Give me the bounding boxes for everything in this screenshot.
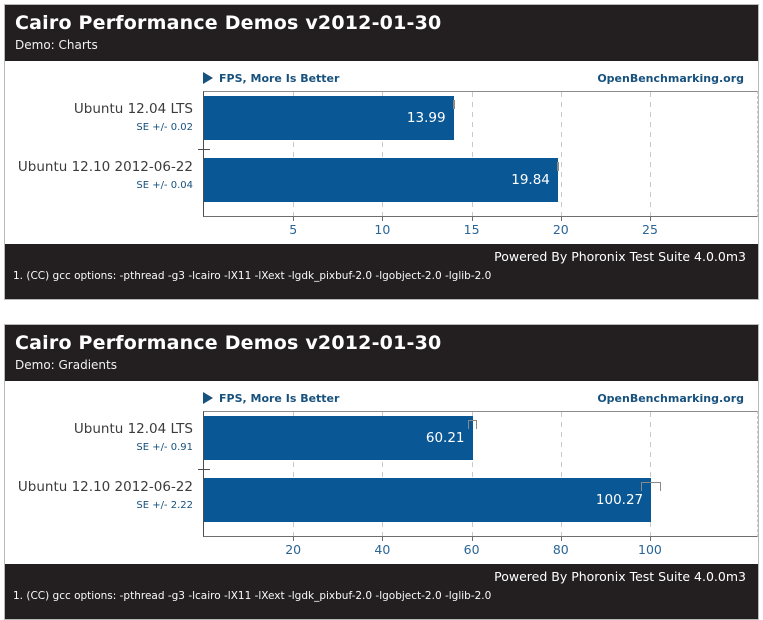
- meta-row: FPS, More Is Better OpenBenchmarking.org: [203, 67, 758, 89]
- standard-error-label: SE +/- 0.02: [136, 122, 193, 133]
- x-tick-mark: [293, 217, 295, 221]
- category-label: Ubuntu 12.10 2012-06-22: [17, 159, 193, 175]
- x-tick-label: 20: [285, 542, 302, 557]
- error-whisker: [468, 420, 477, 429]
- bar-row: 60.21: [204, 416, 757, 474]
- gridline: [649, 92, 651, 216]
- chart-footer: Powered By Phoronix Test Suite 4.0.0m3 1…: [5, 564, 758, 619]
- row-label: Ubuntu 12.04 LTS SE +/- 0.02: [5, 91, 203, 149]
- bar-value-label: 60.21: [425, 430, 465, 446]
- y-axis-tick: [198, 469, 210, 470]
- openbenchmarking-link[interactable]: OpenBenchmarking.org: [597, 391, 744, 405]
- chart-header: Cairo Performance Demos v2012-01-30 Demo…: [5, 5, 758, 61]
- standard-error-label: SE +/- 0.91: [136, 442, 193, 453]
- gridline: [471, 92, 473, 216]
- gridline: [382, 92, 384, 216]
- plot-wrap: Ubuntu 12.04 LTS SE +/- 0.02 Ubuntu 12.10 …: [5, 91, 758, 217]
- labels-column: Ubuntu 12.04 LTS SE +/- 0.02 Ubuntu 12.10 …: [5, 91, 203, 217]
- plot-area: 13.99 19.84: [198, 91, 758, 217]
- error-whisker: [557, 162, 560, 171]
- result-bar: 60.21: [204, 416, 473, 460]
- x-tick-label: 40: [374, 542, 391, 557]
- result-scale-label: FPS, More Is Better: [203, 72, 339, 85]
- x-tick-label: 60: [463, 542, 480, 557]
- bar-row: 13.99: [204, 96, 757, 154]
- footnote: 1. (CC) gcc options: -pthread -g3 -lcair…: [13, 270, 492, 282]
- benchmark-chart-charts: Cairo Performance Demos v2012-01-30 Demo…: [4, 4, 759, 300]
- x-tick-mark: [471, 537, 473, 541]
- result-bar: 19.84: [204, 158, 558, 202]
- chart-subtitle: Demo: Charts: [15, 38, 98, 52]
- chart-header: Cairo Performance Demos v2012-01-30 Demo…: [5, 325, 758, 381]
- gridline: [560, 412, 562, 536]
- x-tick-mark: [382, 217, 384, 221]
- gridline: [649, 412, 651, 536]
- powered-by-label: Powered By Phoronix Test Suite 4.0.0m3: [494, 249, 746, 264]
- result-bar: 100.27: [204, 478, 652, 522]
- gridline: [471, 412, 473, 536]
- plot-wrap: Ubuntu 12.04 LTS SE +/- 0.91 Ubuntu 12.10 …: [5, 411, 758, 537]
- x-tick-label: 10: [374, 222, 391, 237]
- category-label: Ubuntu 12.04 LTS: [73, 421, 193, 437]
- x-tick-mark: [560, 537, 562, 541]
- x-tick-label: 20: [552, 222, 569, 237]
- footnote: 1. (CC) gcc options: -pthread -g3 -lcair…: [13, 590, 492, 602]
- y-axis-tick: [198, 149, 210, 150]
- bar-value-label: 100.27: [595, 492, 644, 508]
- x-axis: 5 10 15 20 25: [204, 217, 757, 244]
- chart-subtitle: Demo: Gradients: [15, 358, 117, 372]
- x-axis: 20 40 60 80 100: [204, 537, 757, 564]
- row-label: Ubuntu 12.10 2012-06-22 SE +/- 0.04: [5, 149, 203, 207]
- standard-error-label: SE +/- 2.22: [136, 500, 193, 511]
- result-scale-text: FPS, More Is Better: [219, 71, 340, 85]
- gridline: [293, 92, 295, 216]
- chart-footer: Powered By Phoronix Test Suite 4.0.0m3 1…: [5, 244, 758, 299]
- result-scale-text: FPS, More Is Better: [219, 391, 340, 405]
- chart-body: FPS, More Is Better OpenBenchmarking.org…: [5, 381, 758, 564]
- chart-title: Cairo Performance Demos v2012-01-30: [15, 332, 442, 354]
- chart-body: FPS, More Is Better OpenBenchmarking.org…: [5, 61, 758, 244]
- result-bar: 13.99: [204, 96, 454, 140]
- x-tick-mark: [293, 537, 295, 541]
- powered-by-label: Powered By Phoronix Test Suite 4.0.0m3: [494, 569, 746, 584]
- row-label: Ubuntu 12.10 2012-06-22 SE +/- 2.22: [5, 469, 203, 527]
- result-scale-label: FPS, More Is Better: [203, 392, 339, 405]
- gridline: [382, 412, 384, 536]
- x-tick-mark: [649, 217, 651, 221]
- error-whisker: [453, 100, 456, 109]
- x-tick-mark: [560, 217, 562, 221]
- gridline: [293, 412, 295, 536]
- arrow-right-icon: [203, 392, 213, 404]
- bar-value-label: 19.84: [511, 172, 550, 188]
- chart-title: Cairo Performance Demos v2012-01-30: [15, 12, 442, 34]
- labels-column: Ubuntu 12.04 LTS SE +/- 0.91 Ubuntu 12.10 …: [5, 411, 203, 537]
- openbenchmarking-link[interactable]: OpenBenchmarking.org: [597, 71, 744, 85]
- x-tick-mark: [649, 537, 651, 541]
- row-label: Ubuntu 12.04 LTS SE +/- 0.91: [5, 411, 203, 469]
- x-tick-mark: [471, 217, 473, 221]
- benchmark-chart-gradients: Cairo Performance Demos v2012-01-30 Demo…: [4, 324, 759, 620]
- standard-error-label: SE +/- 0.04: [136, 180, 193, 191]
- arrow-right-icon: [203, 72, 213, 84]
- x-tick-label: 15: [463, 222, 480, 237]
- error-whisker: [641, 482, 662, 491]
- category-label: Ubuntu 12.10 2012-06-22: [17, 479, 193, 495]
- bar-row: 100.27: [204, 478, 757, 536]
- category-label: Ubuntu 12.04 LTS: [73, 101, 193, 117]
- plot-area: 60.21 100.27: [198, 411, 758, 537]
- x-tick-label: 5: [289, 222, 298, 237]
- x-tick-label: 80: [552, 542, 569, 557]
- x-tick-label: 25: [642, 222, 658, 237]
- gridline: [560, 92, 562, 216]
- x-tick-label: 100: [638, 542, 662, 557]
- meta-row: FPS, More Is Better OpenBenchmarking.org: [203, 387, 758, 409]
- bar-row: 19.84: [204, 158, 757, 216]
- x-tick-mark: [382, 537, 384, 541]
- bar-value-label: 13.99: [406, 110, 446, 126]
